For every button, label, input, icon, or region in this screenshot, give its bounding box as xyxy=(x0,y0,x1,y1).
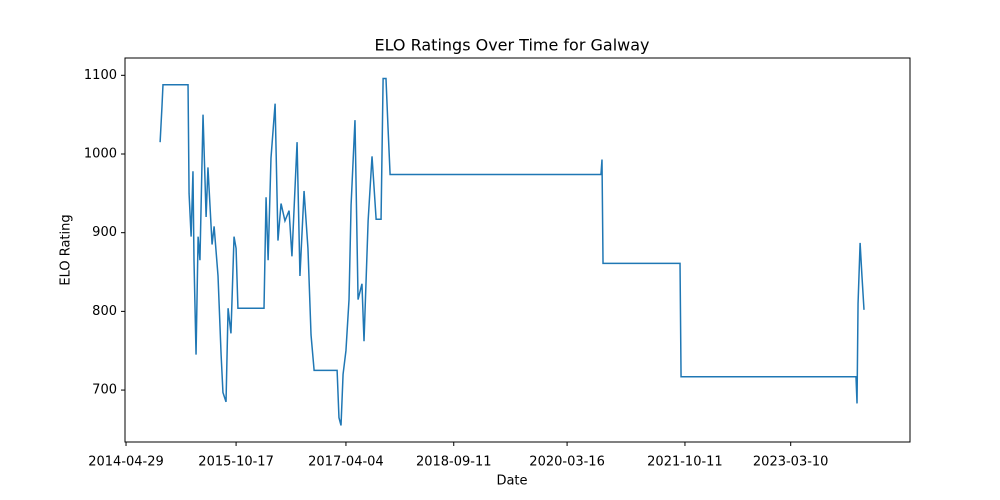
x-tick-label: 2020-03-16 xyxy=(529,455,605,470)
y-tick-label: 900 xyxy=(92,225,117,240)
x-axis-label: Date xyxy=(496,474,527,489)
x-tick-label: 2014-04-29 xyxy=(88,455,164,470)
y-tick-label: 1000 xyxy=(84,147,117,162)
y-tick-label: 800 xyxy=(92,304,117,319)
x-tick-label: 2015-10-17 xyxy=(198,455,274,470)
x-tick-label: 2023-03-10 xyxy=(753,455,829,470)
chart-title: ELO Ratings Over Time for Galway xyxy=(374,36,649,55)
x-tick-label: 2021-10-11 xyxy=(647,455,723,470)
line-series xyxy=(159,77,865,426)
y-tick-label: 700 xyxy=(92,383,117,398)
x-tick-label: 2018-09-11 xyxy=(416,455,492,470)
x-tick-label: 2017-04-04 xyxy=(308,455,384,470)
y-tick-label: 1100 xyxy=(84,68,117,83)
plot-frame xyxy=(124,57,911,443)
y-axis-label: ELO Rating xyxy=(59,214,74,285)
